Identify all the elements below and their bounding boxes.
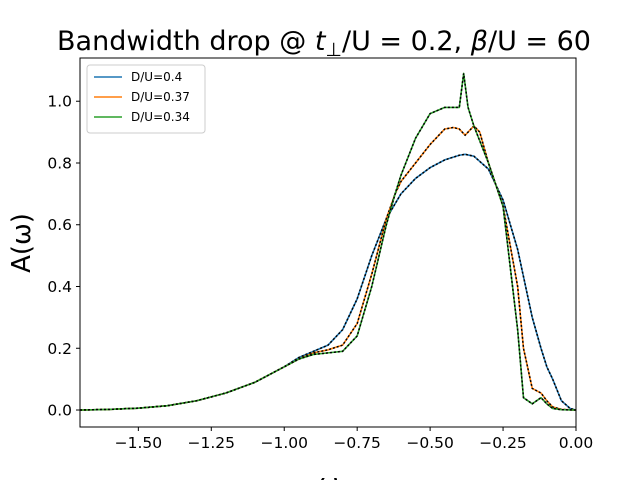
title-t-symbol: t — [315, 26, 327, 57]
y-tick-label: 0.6 — [47, 216, 72, 234]
title-prefix: Bandwidth drop @ — [57, 26, 315, 57]
x-axis-label: ω — [317, 469, 339, 480]
x-tick-label: 0.00 — [559, 434, 594, 452]
title-beta-rest: /U = 60 — [488, 26, 591, 57]
plot-frame — [79, 57, 577, 428]
y-tick-label: 1.0 — [47, 93, 72, 111]
x-tick-label: −1.00 — [260, 434, 308, 452]
x-tick-label: −0.25 — [479, 434, 527, 452]
x-tick-label: −1.25 — [188, 434, 236, 452]
series-line-2 — [80, 125, 576, 411]
series-layer — [80, 72, 576, 411]
legend: D/U=0.4 D/U=0.37 D/U=0.34 — [86, 64, 206, 134]
y-axis-label: A(ω) — [7, 213, 37, 273]
title-t-rest: /U = 0.2, — [342, 26, 471, 57]
series-overlay-3 — [80, 73, 576, 411]
y-axis: 0.0 0.2 0.4 0.6 0.8 1.0 — [47, 93, 80, 420]
legend-label-1: D/U=0.4 — [131, 70, 182, 84]
x-tick-label: −1.50 — [115, 434, 163, 452]
series-line-1 — [80, 153, 576, 411]
y-tick-label: 0.2 — [47, 340, 72, 358]
x-tick-label: −0.75 — [333, 434, 381, 452]
x-tick-label: −0.50 — [406, 434, 454, 452]
chart-title: Bandwidth drop @ t⊥/U = 0.2, β/U = 60 — [57, 26, 591, 61]
series-overlay-1 — [80, 153, 576, 411]
legend-box — [86, 64, 206, 134]
legend-label-2: D/U=0.37 — [131, 90, 190, 104]
y-tick-label: 0.0 — [47, 402, 72, 420]
series-overlay-2 — [80, 124, 576, 411]
title-beta-symbol: β — [470, 26, 488, 57]
legend-label-3: D/U=0.34 — [131, 110, 190, 124]
x-axis: −1.50 −1.25 −1.00 −0.75 −0.50 −0.25 0.00 — [115, 427, 594, 452]
title-t-subscript: ⊥ — [325, 39, 342, 61]
y-tick-label: 0.8 — [47, 154, 72, 172]
y-tick-label: 0.4 — [47, 278, 72, 296]
